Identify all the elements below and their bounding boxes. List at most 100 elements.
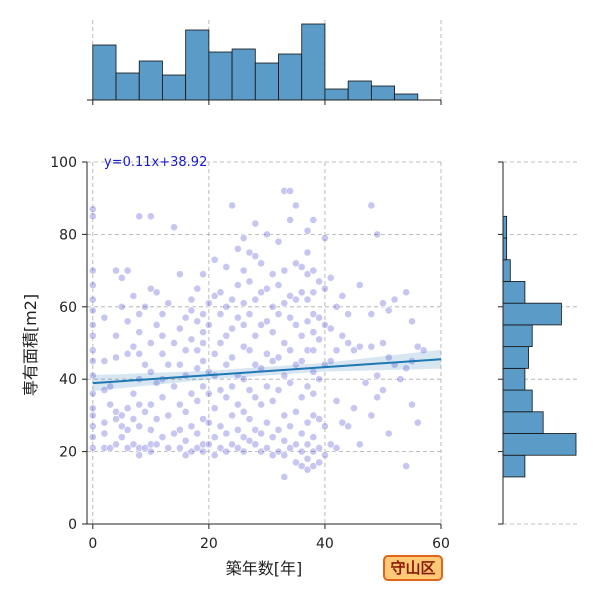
scatter-point (222, 447, 231, 456)
scatter-point (321, 451, 329, 460)
scatter-point (355, 440, 364, 449)
scatter-point (204, 418, 213, 427)
scatter-point (367, 411, 376, 420)
scatter-point (199, 415, 207, 423)
scatter-point (274, 447, 283, 456)
scatter-point (152, 288, 161, 297)
scatter-point (263, 349, 271, 358)
y-hist-bar (502, 237, 508, 261)
scatter-point (257, 429, 265, 438)
scatter-point (280, 299, 289, 308)
scatter-point (187, 295, 196, 304)
scatter-point (222, 393, 231, 402)
scatter-point (263, 284, 271, 293)
scatter-point (245, 415, 254, 423)
x-tick-label: 60 (432, 536, 450, 552)
scatter-point (193, 284, 202, 293)
scatter-point (175, 360, 184, 369)
scatter-point (344, 310, 353, 318)
scatter-point (199, 357, 207, 365)
scatter-point (379, 339, 387, 347)
scatter-point (181, 407, 190, 416)
scatter-point (245, 436, 254, 445)
scatter-point (233, 444, 242, 452)
scatter-point (274, 425, 283, 434)
scatter-point (228, 411, 236, 420)
scatter-point (257, 288, 265, 297)
scatter-point (233, 313, 242, 322)
y-hist-bar (502, 433, 577, 456)
y-tick-label: 0 (68, 517, 77, 533)
scatter-point (228, 440, 236, 449)
scatter-point (408, 400, 416, 409)
scatter-point (292, 458, 300, 467)
scatter-point (280, 411, 289, 420)
scatter-point (210, 433, 219, 442)
scatter-point (193, 429, 202, 438)
scatter-point (228, 201, 236, 210)
scatter-point (274, 281, 283, 289)
x-tick-label: 20 (200, 536, 218, 552)
scatter-point (123, 349, 132, 358)
scatter-point (268, 357, 277, 365)
scatter-point (187, 389, 196, 398)
scatter-point (112, 407, 120, 416)
scatter-point (396, 375, 405, 384)
scatter-point (315, 458, 324, 467)
x-hist-bar (231, 48, 256, 101)
scatter-point (170, 339, 178, 347)
scatter-point (158, 310, 167, 318)
scatter-point (297, 462, 306, 470)
scatter-point (355, 342, 364, 351)
scatter-point (268, 451, 277, 460)
scatter-point (384, 353, 393, 362)
scatter-point (309, 346, 318, 355)
scatter-point (239, 266, 248, 275)
scatter-point (204, 440, 213, 449)
scatter-point (326, 440, 335, 449)
scatter-point (100, 444, 109, 452)
x-hist-bar (138, 60, 163, 101)
scatter-point (251, 425, 260, 434)
scatter-point (373, 230, 382, 239)
scatter-point (228, 295, 236, 304)
scatter-point (245, 346, 254, 355)
scatter-point (135, 400, 144, 409)
scatter-point (263, 230, 271, 239)
scatter-point (123, 266, 132, 275)
scatter-point (263, 382, 271, 391)
x-tick-label: 0 (88, 536, 97, 552)
scatter-point (112, 353, 120, 362)
scatter-point (297, 357, 306, 365)
scatter-point (286, 313, 295, 322)
scatter-point (315, 313, 324, 322)
scatter-point (146, 284, 155, 293)
scatter-point (199, 328, 207, 337)
scatter-point (181, 346, 190, 355)
scatter-point (303, 465, 312, 474)
x-hist-bar (394, 93, 419, 101)
scatter-point (309, 389, 318, 398)
scatter-point (239, 320, 248, 329)
scatter-point (286, 187, 295, 195)
scatter-point (309, 447, 318, 456)
scatter-point (88, 212, 97, 221)
x-hist-bar (347, 80, 372, 101)
scatter-point (117, 422, 126, 431)
regression (92, 349, 442, 392)
scatter-point (280, 436, 289, 445)
scatter-point (280, 339, 289, 347)
scatter-point (263, 444, 271, 452)
scatter-point (315, 415, 324, 423)
scatter-point (245, 386, 254, 394)
scatter-point (88, 433, 97, 442)
scatter-point (251, 393, 260, 402)
scatter-point (274, 353, 283, 362)
scatter-point (199, 270, 207, 279)
scatter-point (303, 382, 312, 391)
scatter-point (303, 440, 312, 449)
scatter-point (315, 375, 324, 384)
x-marginal-histogram (92, 23, 419, 101)
scatter-point (210, 404, 219, 413)
scatter-point (257, 320, 265, 329)
